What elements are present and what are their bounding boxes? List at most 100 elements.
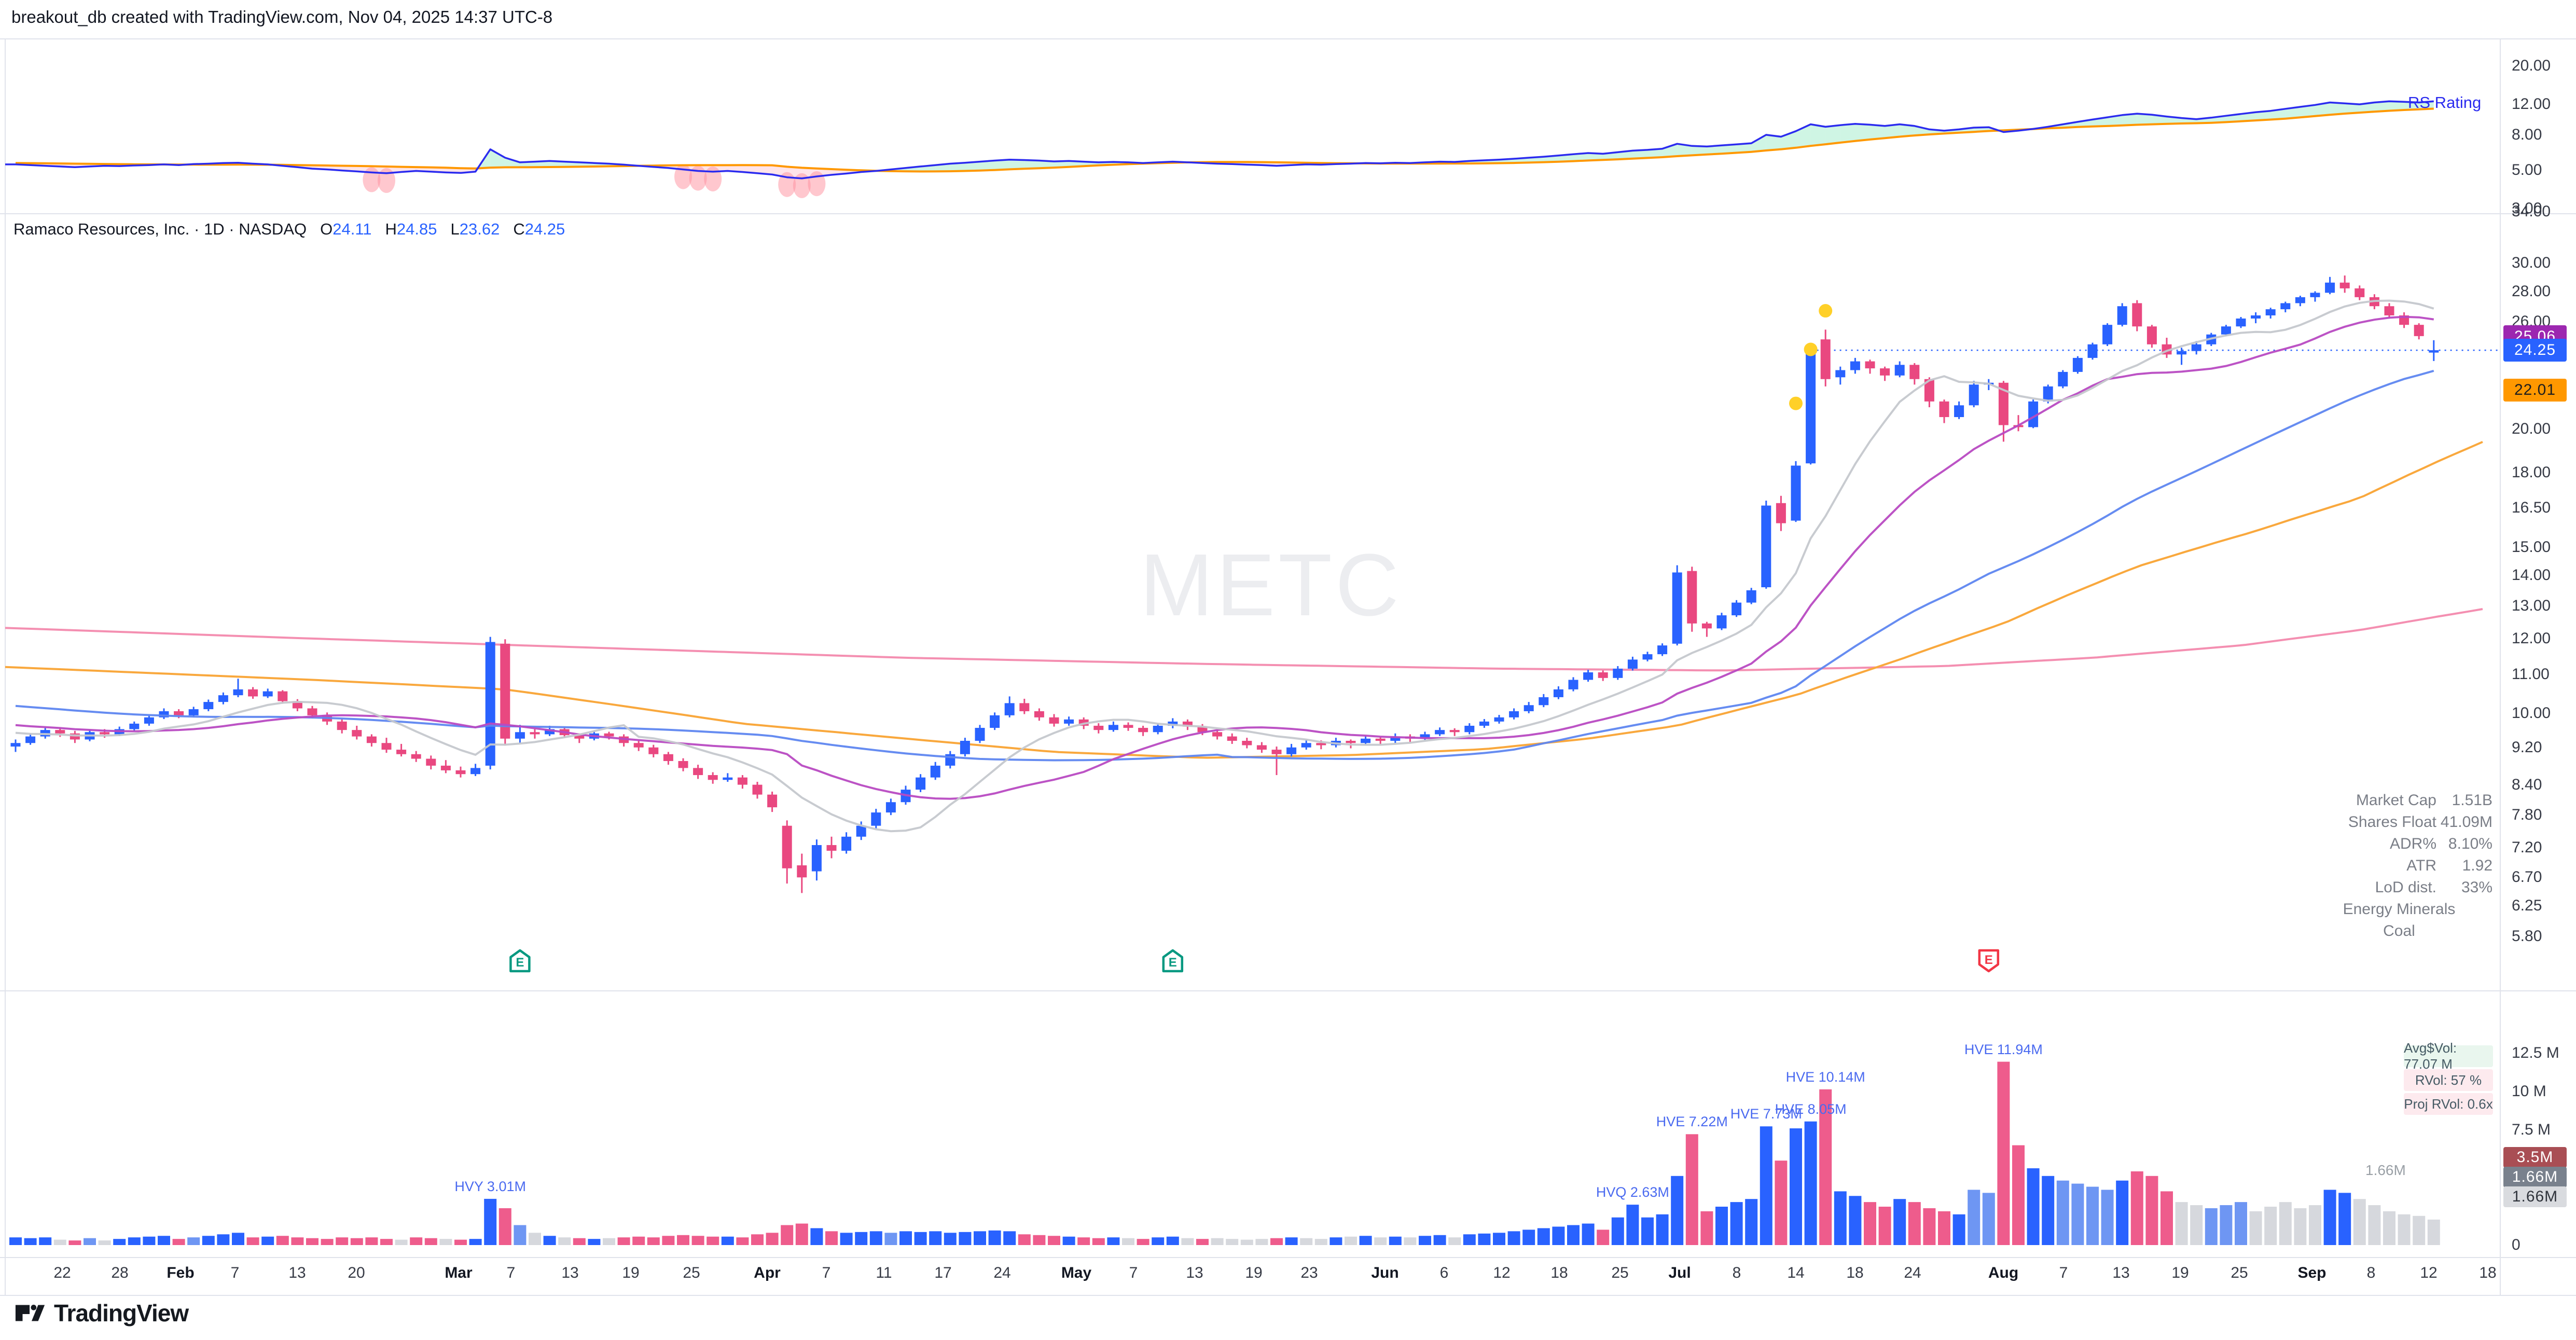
time-axis-day-tick: 22 [53,1264,71,1281]
candle-body [1924,379,1934,402]
volume-bar [1582,1223,1595,1245]
rs-fill-segment [1914,126,1930,136]
candle-body [916,777,926,790]
rs-fill-segment [2241,112,2256,121]
rs-fill-segment [1840,123,1855,143]
candle-body [366,736,377,743]
candle-body [693,768,703,776]
volume-bar [1893,1199,1906,1245]
time-axis-day-tick: 17 [934,1264,952,1281]
volume-bar [1656,1214,1669,1245]
rs-axis-tick: 12.00 [2512,95,2551,113]
time-axis-day-tick: 6 [1439,1264,1449,1281]
volume-bar [514,1225,527,1245]
candle-body [1761,505,1771,587]
volume-bar [1730,1202,1743,1245]
volume-bar [929,1231,942,1245]
candle-body [1464,725,1475,733]
volume-bar [1997,1061,2010,1245]
rs-fill-segment [1054,161,1069,168]
candle-body [1642,654,1653,660]
volume-bar [1240,1239,1253,1245]
breakout-star-marker [1804,342,1818,356]
rs-fill-segment [1039,160,1054,169]
tradingview-branding[interactable]: TradingView [15,1299,189,1327]
candle-body [1019,703,1030,711]
volume-bar [647,1237,660,1245]
candle-body [1613,668,1623,678]
time-axis-day-tick: 7 [230,1264,240,1281]
candle-body [2384,306,2394,315]
candle-body [2265,309,2276,315]
rs-fill-segment [2389,101,2404,111]
price-axis-tick: 15.00 [2512,538,2551,556]
volume-bar [2116,1180,2129,1245]
svg-text:E: E [1169,956,1177,970]
volume-bar [1018,1234,1031,1245]
candle-body [1880,368,1890,376]
volume-bar [2012,1145,2025,1245]
symbol-legend[interactable]: Ramaco Resources, Inc. · 1D · NASDAQ O24.… [13,220,565,239]
volume-bar [24,1238,37,1245]
svg-text:E: E [1985,953,1993,967]
candle-body [633,743,644,748]
low-label: L [450,220,460,238]
high-volume-label: HVE 11.94M [1964,1041,2043,1057]
volume-bar [677,1235,689,1245]
rs-fill-segment [2345,103,2360,114]
rs-fill-segment [1707,145,1722,155]
time-axis-month-tick: Sep [2297,1264,2326,1281]
candle-body [1197,726,1208,733]
time-axis-day-tick: 13 [561,1264,579,1281]
volume-bar [1611,1217,1624,1245]
candle-body [1361,738,1371,743]
volume-bar [336,1237,349,1245]
volume-bar [1404,1237,1417,1245]
volume-bar [2056,1180,2069,1245]
time-axis-month-tick: Jul [1668,1264,1691,1281]
time-axis-day-tick: 19 [2171,1264,2189,1281]
candle-body [1138,728,1148,733]
volume-bar [1433,1235,1446,1245]
volume-bar [2145,1176,2158,1245]
candle-body [545,729,555,735]
volume-bar [974,1231,986,1245]
volume-bar [795,1223,808,1245]
candle-body [1687,571,1697,624]
price-axis-tick: 30.00 [2512,254,2551,271]
stats-value: 8.10% [2448,835,2492,852]
volume-bar [2353,1199,2366,1245]
volume-bar [617,1237,630,1245]
rs-fill-segment [535,161,550,168]
rs-rating-label: RS Rating [2408,93,2482,112]
time-axis-month-tick: Apr [754,1264,781,1281]
candle-body [1865,361,1875,369]
volume-bar [1923,1208,1936,1245]
volume-bar [944,1233,957,1245]
volume-bar [2175,1202,2188,1245]
volume-bar [588,1239,601,1245]
volume-bar [321,1239,334,1245]
volume-bar [424,1238,437,1245]
volume-bar [721,1236,734,1245]
candle-body [144,717,154,724]
candle-body [752,784,763,795]
rs-fill-segment [1810,124,1826,146]
candle-body [129,723,140,729]
candle-body [1123,725,1133,728]
candle-body [1583,672,1594,680]
candle-body [604,733,614,737]
rs-fill-segment [2270,108,2286,120]
volume-bar [662,1236,675,1245]
rs-fill-segment [1736,143,1752,153]
volume-bar [454,1239,467,1245]
volume-bar [543,1236,556,1245]
time-axis-month-tick: Feb [167,1264,195,1281]
candle-body [2058,371,2068,386]
volume-bar [751,1234,764,1245]
candle-body [2295,297,2305,303]
earnings-badge-up-icon: E [509,949,531,973]
volume-bar [2413,1215,2426,1245]
volume-bar [766,1233,779,1245]
